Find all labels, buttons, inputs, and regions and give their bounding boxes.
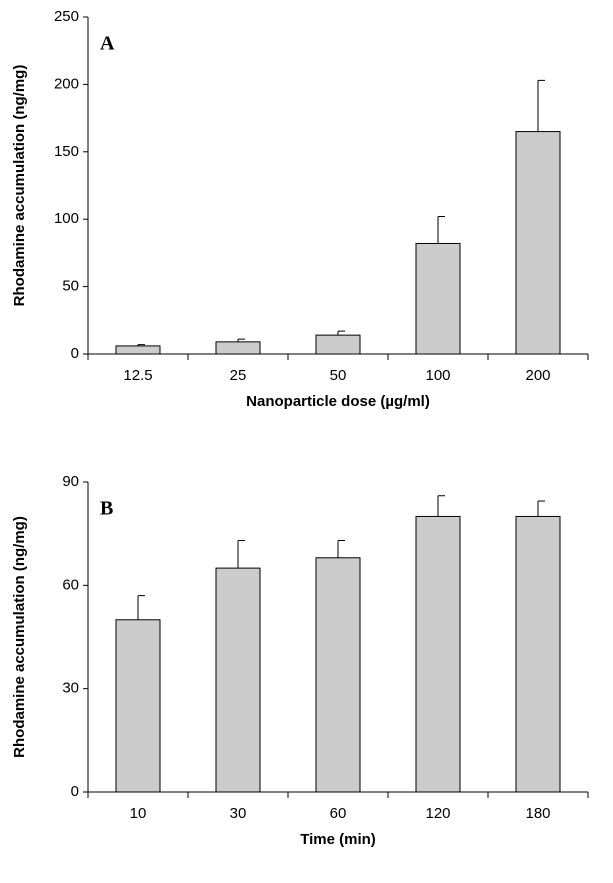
bar	[415, 242, 461, 355]
y-tick-label: 90	[62, 473, 79, 490]
bar	[215, 567, 261, 793]
error-bar	[337, 540, 345, 558]
error-bar	[237, 540, 245, 569]
x-tick-label: 50	[330, 367, 347, 384]
bar	[215, 341, 261, 355]
error-bar	[137, 595, 145, 620]
bar	[115, 345, 161, 355]
error-bar	[337, 330, 345, 336]
x-tick-label: 100	[425, 367, 450, 384]
bar	[515, 515, 561, 793]
x-tick-label: 12.5	[123, 367, 152, 384]
panel-label: A	[100, 33, 115, 55]
error-bar	[437, 216, 445, 244]
y-tick-label: 250	[54, 8, 79, 25]
y-axis-title: Rhodamine accumulation (ng/mg)	[11, 516, 28, 758]
y-tick-label: 0	[71, 783, 79, 800]
x-tick-label: 60	[330, 805, 347, 822]
x-tick-label: 180	[525, 805, 550, 822]
panel-label: B	[100, 498, 113, 520]
bar	[315, 334, 361, 355]
bar	[415, 515, 461, 793]
y-axis-title: Rhodamine accumulation (ng/mg)	[11, 65, 28, 307]
x-tick-label: 30	[230, 805, 247, 822]
y-tick-label: 30	[62, 680, 79, 697]
x-tick-label: 10	[130, 805, 147, 822]
bar	[315, 557, 361, 793]
y-tick-label: 100	[54, 210, 79, 227]
y-tick-label: 200	[54, 75, 79, 92]
error-bar	[237, 338, 245, 342]
x-tick-label: 120	[425, 805, 450, 822]
x-tick-label: 200	[525, 367, 550, 384]
y-tick-label: 50	[62, 278, 79, 295]
bar	[515, 131, 561, 355]
x-axis-title: Time (min)	[300, 831, 376, 848]
y-tick-label: 60	[62, 576, 79, 593]
x-tick-label: 25	[230, 367, 247, 384]
error-bar	[537, 79, 545, 132]
y-tick-label: 150	[54, 143, 79, 160]
error-bar	[137, 344, 145, 346]
error-bar	[537, 500, 545, 517]
y-tick-label: 0	[71, 345, 79, 362]
x-axis-title: Nanoparticle dose (µg/ml)	[246, 393, 430, 410]
bar	[115, 619, 161, 793]
error-bar	[437, 495, 445, 517]
